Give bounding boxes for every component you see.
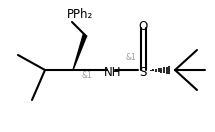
Text: &1: &1 [125, 53, 136, 62]
Text: S: S [139, 65, 147, 79]
Text: O: O [138, 20, 148, 32]
Text: NH: NH [104, 65, 122, 79]
Text: &1: &1 [81, 72, 92, 81]
Text: PPh₂: PPh₂ [67, 8, 93, 20]
Polygon shape [73, 34, 87, 70]
